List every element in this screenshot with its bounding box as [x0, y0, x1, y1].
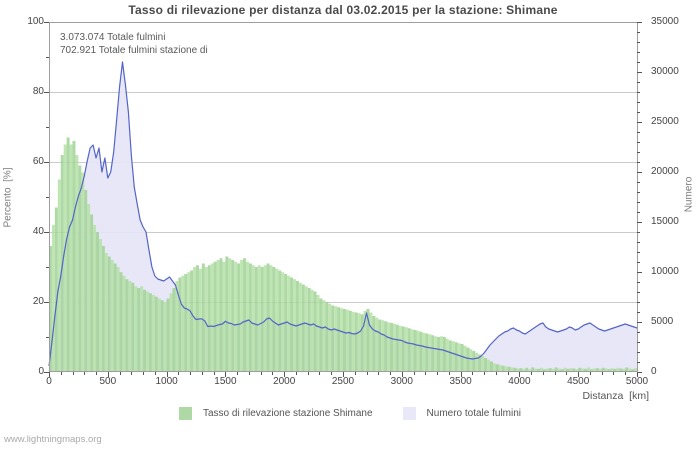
- y-right-tick-label: 20000: [651, 166, 679, 177]
- y-left-tick-label: 80: [32, 86, 44, 97]
- x-tick-label: 2000: [273, 376, 296, 387]
- x-tick-label: 500: [99, 376, 117, 387]
- x-tick-label: 3000: [390, 376, 413, 387]
- x-tick-label: 5000: [625, 376, 649, 387]
- y-left-tick-label: 20: [32, 296, 44, 307]
- annotation-station-lightning: 702.921 Totale fulmini stazione di: [60, 45, 208, 56]
- y-right-tick-label: 25000: [651, 116, 679, 127]
- legend-label-total: Numero totale fulmini: [426, 408, 522, 419]
- y-left-tick-label: 40: [32, 226, 44, 237]
- x-tick-label: 0: [46, 376, 52, 387]
- x-tick-label: 2500: [331, 376, 355, 387]
- y-right-tick-label: 10000: [651, 266, 679, 277]
- y-left-tick-label: 0: [38, 366, 44, 377]
- chart-title: Tasso di rilevazione per distanza dal 03…: [128, 3, 558, 17]
- y-right-tick-label: 30000: [651, 66, 679, 77]
- annotation-block: 3.073.074 Totale fulmini 702.921 Totale …: [60, 31, 208, 57]
- y-left-tick-label: 60: [32, 156, 44, 167]
- legend-item-total: Numero totale fulmini: [402, 407, 522, 420]
- y-axis-right-label: Numero: [683, 176, 695, 213]
- legend-label-rate: Tasso di rilevazione stazione Shimane: [202, 408, 373, 419]
- legend-item-rate: Tasso di rilevazione stazione Shimane: [178, 407, 373, 420]
- y-right-tick-label: 0: [651, 366, 657, 377]
- x-tick-label: 1000: [155, 376, 178, 387]
- y-right-tick-label: 15000: [651, 216, 679, 227]
- x-tick-label: 3500: [449, 376, 472, 387]
- legend: Tasso di rilevazione stazione Shimane Nu…: [0, 407, 700, 420]
- x-tick-label: 1500: [214, 376, 237, 387]
- y-right-tick-label: 35000: [651, 16, 679, 27]
- x-tick-label: 4500: [567, 376, 590, 387]
- legend-swatch-rate: [178, 407, 192, 420]
- y-left-tick-label: 100: [27, 16, 44, 27]
- x-axis-label: Distanza [km]: [582, 390, 649, 402]
- y-right-tick-label: 5000: [651, 316, 674, 327]
- watermark: www.lightningmaps.org: [4, 434, 102, 445]
- annotation-total-lightning: 3.073.074 Totale fulmini: [60, 32, 166, 43]
- x-tick-label: 4000: [508, 376, 531, 387]
- legend-swatch-total: [402, 407, 416, 420]
